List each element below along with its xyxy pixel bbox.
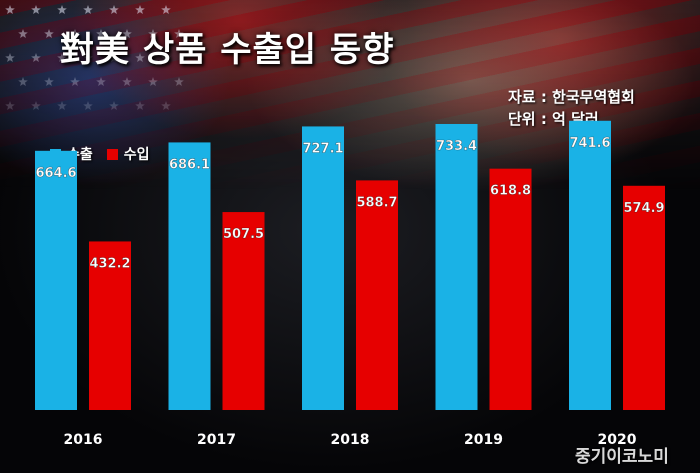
star-icon [5,53,15,62]
x-tick-label-2018: 2018 [331,432,370,448]
star-icon [83,5,93,14]
data-label-import-2017: 507.5 [223,227,264,242]
data-label-export-2020: 741.6 [569,136,610,151]
data-label-export-2017: 686.1 [169,157,210,172]
data-label-export-2016: 664.6 [35,166,76,181]
bar-export-2016 [35,150,77,410]
star-icon [44,77,54,86]
star-icon [161,5,171,14]
bar-export-2020 [569,120,611,410]
data-label-import-2016: 432.2 [89,256,130,271]
legend-label-import: 수입 [123,147,150,163]
data-label-import-2018: 588.7 [356,195,397,210]
star-icon [135,53,145,62]
star-icon [109,5,119,14]
star-icon [44,29,54,38]
star-icon [135,5,145,14]
data-label-import-2020: 574.9 [623,201,664,216]
star-icon [122,77,132,86]
star-icon [174,77,184,86]
bar-import-2018 [356,180,398,410]
chart-title: 對美 상품 수출입 동향 [60,30,395,70]
publisher-watermark: 중기이코노미 [575,447,669,467]
x-tick-label-2019: 2019 [464,432,503,448]
star-icon [57,101,67,110]
bar-import-2016 [89,241,131,410]
legend-item-import: 수입 [106,144,150,164]
legend-swatch-import [106,148,118,160]
star-icon [161,53,171,62]
star-icon [5,5,15,14]
bar-export-2018 [302,126,344,410]
data-label-export-2019: 733.4 [436,139,477,154]
star-icon [18,77,28,86]
star-icon [18,29,28,38]
star-icon [96,29,106,38]
bar-export-2017 [168,142,211,410]
star-icon [161,101,171,110]
star-icon [70,29,80,38]
star-icon [70,77,80,86]
star-icon [57,53,67,62]
star-icon [109,53,119,62]
star-icon [83,101,93,110]
star-icon [174,29,184,38]
star-icon [31,101,41,110]
bar-import-2019 [489,168,532,410]
bar-export-2019 [435,123,478,410]
star-icon [31,53,41,62]
star-icon [96,77,106,86]
x-tick-label-2020: 2020 [598,432,637,448]
star-icon [109,101,119,110]
bar-import-2017 [222,212,265,410]
star-icon [148,77,158,86]
source-line: 자료 : 한국무역협회 [508,88,635,106]
x-tick-label-2017: 2017 [197,432,236,448]
data-label-import-2019: 618.8 [490,184,531,199]
star-icon [57,5,67,14]
bar-import-2020 [623,185,665,410]
star-icon [31,5,41,14]
star-icon [135,101,145,110]
data-label-export-2018: 727.1 [302,141,343,156]
star-icon [5,101,15,110]
flag-stars-decoration [5,5,184,110]
star-icon [83,53,93,62]
star-icon [148,29,158,38]
star-icon [122,29,132,38]
x-tick-label-2016: 2016 [64,432,103,448]
